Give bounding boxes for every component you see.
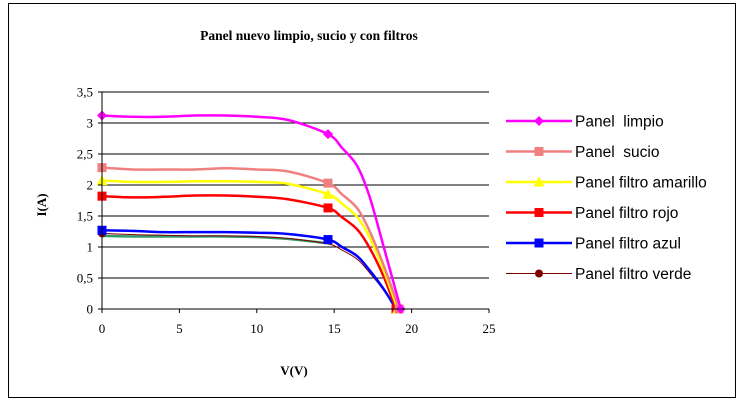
x-tick-label: 25	[483, 321, 496, 336]
legend: Panel limpio Panel sucio Panel filtro amar…	[506, 114, 707, 283]
series-line	[101, 234, 329, 245]
data-point	[323, 203, 333, 213]
chart-title: Panel nuevo limpio, sucio y con filtros	[200, 28, 418, 43]
y-tick-label: 0	[87, 302, 94, 317]
legend-label: Panel filtro verde	[575, 266, 691, 283]
series-line	[101, 179, 399, 310]
series-unlabeled	[101, 234, 329, 245]
y-axis-label: I(A)	[34, 193, 49, 216]
data-point	[323, 178, 333, 188]
y-tick-label: 0,5	[77, 271, 93, 286]
series-panel-filtro-verde	[98, 229, 401, 313]
x-tick-label: 0	[99, 321, 106, 336]
x-tick-label: 5	[176, 321, 183, 336]
y-tick-label: 3	[87, 116, 94, 131]
series-panel-filtro-azul	[97, 225, 401, 314]
data-point	[323, 235, 333, 245]
series-panel-filtro-rojo	[97, 191, 401, 314]
legend-marker	[535, 269, 543, 278]
x-tick-label: 10	[250, 321, 263, 336]
legend-label: Panel filtro amarillo	[575, 175, 707, 192]
x-tick-label: 15	[328, 321, 341, 336]
y-tick-label: 1,5	[77, 209, 93, 224]
y-tick-label: 3,5	[77, 85, 93, 100]
chart-area: Panel nuevo limpio, sucio y con filtros …	[8, 3, 736, 398]
x-tick-label: 20	[405, 321, 418, 336]
data-point	[322, 188, 334, 199]
legend-label: Panel sucio	[575, 144, 659, 161]
legend-marker	[533, 176, 545, 187]
series-line	[101, 229, 398, 310]
series-line	[101, 166, 401, 310]
legend-marker	[534, 208, 544, 217]
series-layer	[96, 110, 406, 314]
x-axis-label: V(V)	[280, 363, 307, 378]
axes: 0 0,5 1 1,5 2 2,5 3 3,5 0 5 10 15 20 25	[77, 85, 496, 337]
series-line	[101, 194, 398, 310]
legend-marker	[534, 116, 544, 126]
legend-item: Panel sucio	[506, 144, 659, 161]
series-line	[101, 114, 402, 310]
data-point	[323, 129, 334, 140]
legend-item: Panel limpio	[506, 114, 664, 131]
legend-label: Panel limpio	[575, 114, 664, 131]
legend-item: Panel filtro amarillo	[506, 175, 707, 192]
series-line	[101, 232, 397, 310]
legend-label: Panel filtro azul	[575, 236, 681, 253]
series-panel-sucio	[97, 163, 404, 314]
chart-svg: Panel nuevo limpio, sucio y con filtros …	[34, 28, 707, 378]
legend-item: Panel filtro rojo	[506, 205, 678, 222]
legend-item: Panel filtro verde	[506, 266, 691, 283]
legend-item: Panel filtro azul	[506, 236, 681, 253]
y-tick-label: 2,5	[77, 147, 93, 162]
legend-marker	[534, 147, 544, 156]
y-tick-label: 1	[87, 240, 94, 255]
legend-label: Panel filtro rojo	[575, 205, 678, 222]
legend-marker	[534, 238, 544, 248]
y-tick-label: 2	[87, 178, 94, 193]
